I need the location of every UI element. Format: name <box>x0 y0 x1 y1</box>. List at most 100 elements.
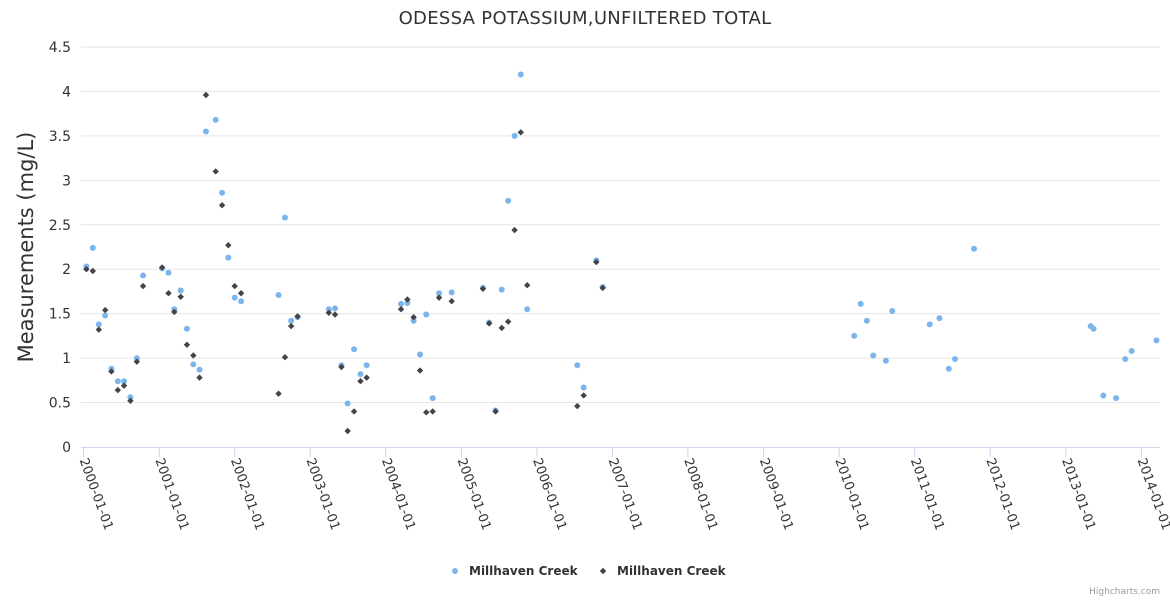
data-point[interactable] <box>89 244 96 251</box>
data-point[interactable] <box>410 317 417 324</box>
data-point[interactable] <box>971 245 978 252</box>
data-point[interactable] <box>196 374 203 381</box>
data-point[interactable] <box>404 296 411 303</box>
data-point[interactable] <box>397 306 405 313</box>
data-point[interactable] <box>436 290 443 297</box>
data-point[interactable] <box>423 311 430 318</box>
data-point[interactable] <box>593 258 600 266</box>
data-point[interactable] <box>398 300 405 307</box>
data-point[interactable] <box>275 390 282 397</box>
data-point[interactable] <box>524 306 531 313</box>
data-point[interactable] <box>108 368 115 375</box>
data-point[interactable] <box>121 378 128 385</box>
data-point[interactable] <box>287 322 295 330</box>
credits-link[interactable]: Highcharts.com <box>1089 587 1160 597</box>
data-point[interactable] <box>102 312 109 319</box>
legend-item-2[interactable]: Millhaven Creek <box>599 564 727 578</box>
data-point[interactable] <box>95 326 102 333</box>
data-point[interactable] <box>410 314 417 321</box>
data-point[interactable] <box>231 294 238 301</box>
data-point[interactable] <box>202 128 209 135</box>
data-point[interactable] <box>505 197 512 204</box>
data-point[interactable] <box>281 354 289 361</box>
data-point[interactable] <box>190 361 197 368</box>
data-point[interactable] <box>1153 337 1160 344</box>
legend-item-1[interactable]: Millhaven Creek <box>452 564 579 578</box>
data-point[interactable] <box>951 356 958 362</box>
data-point[interactable] <box>423 409 430 416</box>
data-point[interactable] <box>158 264 166 271</box>
data-point[interactable] <box>498 324 505 332</box>
data-point[interactable] <box>926 321 933 328</box>
data-point[interactable] <box>485 320 493 327</box>
data-point[interactable] <box>114 386 122 394</box>
data-point[interactable] <box>435 294 443 301</box>
data-point[interactable] <box>89 267 96 275</box>
data-point[interactable] <box>183 325 190 332</box>
data-point[interactable] <box>580 384 587 391</box>
data-point[interactable] <box>429 395 436 402</box>
data-point[interactable] <box>448 298 455 305</box>
data-point[interactable] <box>218 202 226 209</box>
data-point[interactable] <box>331 311 339 318</box>
data-point[interactable] <box>417 351 424 358</box>
data-point[interactable] <box>350 408 358 415</box>
data-point[interactable] <box>498 286 505 293</box>
data-point[interactable] <box>83 266 90 273</box>
data-point[interactable] <box>212 116 219 123</box>
legend[interactable]: Millhaven Creek Millhaven Creek <box>452 564 727 578</box>
data-point[interactable] <box>171 308 178 316</box>
data-point[interactable] <box>133 355 140 362</box>
data-point[interactable] <box>599 284 606 292</box>
data-point[interactable] <box>225 254 232 261</box>
data-point[interactable] <box>332 305 339 312</box>
data-point[interactable] <box>127 394 134 401</box>
data-point[interactable] <box>275 292 282 298</box>
data-point[interactable] <box>237 290 245 297</box>
data-point[interactable] <box>492 408 499 415</box>
data-point[interactable] <box>1090 325 1097 332</box>
data-point[interactable] <box>281 214 288 221</box>
data-point[interactable] <box>212 168 219 175</box>
data-point[interactable] <box>219 189 226 196</box>
data-point[interactable] <box>165 269 172 276</box>
data-point[interactable] <box>524 282 531 289</box>
data-point[interactable] <box>133 358 141 365</box>
data-point[interactable] <box>183 341 191 348</box>
data-point[interactable] <box>574 362 581 369</box>
data-point[interactable] <box>325 306 332 313</box>
data-point[interactable] <box>202 91 210 99</box>
data-point[interactable] <box>294 313 301 320</box>
data-point[interactable] <box>325 309 333 316</box>
data-point[interactable] <box>120 382 128 389</box>
data-point[interactable] <box>517 129 524 136</box>
data-point[interactable] <box>177 287 184 294</box>
data-point[interactable] <box>344 400 351 407</box>
data-point[interactable] <box>177 293 184 300</box>
data-point[interactable] <box>511 132 518 139</box>
data-point[interactable] <box>889 308 896 314</box>
data-point[interactable] <box>357 371 364 378</box>
data-point[interactable] <box>231 282 238 290</box>
data-point[interactable] <box>936 315 943 322</box>
data-point[interactable] <box>448 289 455 296</box>
data-point[interactable] <box>504 318 512 325</box>
data-point[interactable] <box>1122 356 1129 362</box>
data-point[interactable] <box>511 226 518 234</box>
data-point[interactable] <box>140 272 147 279</box>
data-point[interactable] <box>429 408 436 415</box>
data-point[interactable] <box>127 397 134 404</box>
data-point[interactable] <box>363 374 370 381</box>
data-point[interactable] <box>416 367 424 374</box>
data-point[interactable] <box>102 306 109 314</box>
data-point[interactable] <box>165 290 172 297</box>
data-point[interactable] <box>1128 348 1135 354</box>
data-point[interactable] <box>288 317 295 324</box>
data-point[interactable] <box>945 365 952 372</box>
data-point[interactable] <box>870 352 877 359</box>
data-point[interactable] <box>351 346 358 353</box>
data-point[interactable] <box>517 71 524 78</box>
data-point[interactable] <box>190 352 197 359</box>
data-point[interactable] <box>363 362 370 369</box>
data-point[interactable] <box>863 317 870 324</box>
